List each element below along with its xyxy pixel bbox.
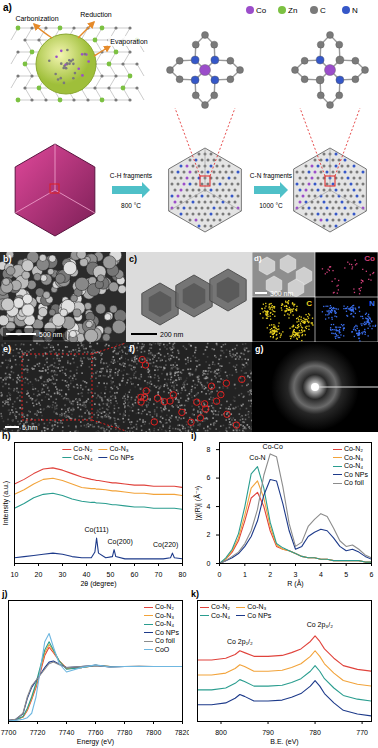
svg-text:Evaporation: Evaporation xyxy=(110,38,147,46)
svg-text:Reduction: Reduction xyxy=(80,11,112,18)
svg-text:N: N xyxy=(352,6,358,15)
svg-text:Energy (eV): Energy (eV) xyxy=(77,738,114,746)
svg-text:0: 0 xyxy=(218,571,222,578)
html-text:Co foil: Co foil xyxy=(343,479,364,486)
html-text:Co-N₂: Co-N₂ xyxy=(154,603,174,610)
svg-text:7740: 7740 xyxy=(59,729,75,736)
svg-text:8: 8 xyxy=(207,446,211,453)
html-text:Co-N₃: Co-N₃ xyxy=(154,611,175,619)
svg-text:Co: Co xyxy=(256,6,267,15)
svg-text:Co(200): Co(200) xyxy=(107,538,132,546)
html-text:Co NPs: Co NPs xyxy=(154,628,179,636)
html-text:Co-N₄: Co-N₄ xyxy=(211,611,231,619)
svg-text:2: 2 xyxy=(207,531,211,538)
svg-text:20: 20 xyxy=(35,571,43,578)
svg-text:Co 2p₁/₂: Co 2p₁/₂ xyxy=(227,638,253,646)
svg-text:300 nm: 300 nm xyxy=(270,290,294,297)
svg-text:1: 1 xyxy=(243,571,247,578)
svg-text:800 °C: 800 °C xyxy=(121,202,141,209)
svg-text:Co-N: Co-N xyxy=(249,454,265,461)
svg-text:7800: 7800 xyxy=(146,729,162,736)
svg-text:Carbonization: Carbonization xyxy=(15,15,58,22)
html-text:Co NPs: Co NPs xyxy=(247,611,272,619)
svg-text:f): f) xyxy=(129,344,135,354)
svg-text:7700: 7700 xyxy=(1,729,17,736)
svg-text:10: 10 xyxy=(11,571,19,578)
html-text:Co NPs: Co NPs xyxy=(343,470,368,478)
svg-text:770: 770 xyxy=(356,729,368,736)
svg-text:Co 2p₃/₂: Co 2p₃/₂ xyxy=(307,621,333,629)
html-text:CoO: CoO xyxy=(154,645,170,653)
svg-text:790: 790 xyxy=(262,729,274,736)
svg-text:e): e) xyxy=(3,344,11,354)
html-text:Co-N₂: Co-N₂ xyxy=(343,445,363,452)
svg-text:C: C xyxy=(320,6,326,15)
svg-text:70: 70 xyxy=(155,571,163,578)
svg-text:7720: 7720 xyxy=(30,729,46,736)
html-text:Co NPs: Co NPs xyxy=(109,453,134,461)
svg-text:500 nm: 500 nm xyxy=(39,331,63,338)
html-text:Co-N₃: Co-N₃ xyxy=(247,603,267,610)
html-text:Co-N₄: Co-N₄ xyxy=(154,620,175,627)
svg-text:6: 6 xyxy=(207,474,211,481)
html-text:k): k) xyxy=(191,589,199,599)
svg-text:80: 80 xyxy=(179,571,187,578)
html-text:Co foil: Co foil xyxy=(154,637,175,644)
svg-text:|χ(R)| (Å⁻³): |χ(R)| (Å⁻³) xyxy=(193,486,202,520)
html-text:Intensity (a.u.): Intensity (a.u.) xyxy=(2,480,9,525)
svg-text:60: 60 xyxy=(131,571,139,578)
svg-text:800: 800 xyxy=(215,729,227,736)
svg-text:3: 3 xyxy=(294,571,298,578)
svg-text:0: 0 xyxy=(207,560,211,567)
svg-text:a): a) xyxy=(3,2,12,13)
svg-text:5 nm: 5 nm xyxy=(22,424,38,431)
svg-text:4: 4 xyxy=(319,571,323,578)
svg-text:C-H fragments: C-H fragments xyxy=(110,172,153,180)
svg-text:Co: Co xyxy=(364,254,375,263)
svg-text:5: 5 xyxy=(344,571,348,578)
html-text:Co-N₃: Co-N₃ xyxy=(109,445,129,452)
svg-text:R (Å): R (Å) xyxy=(287,579,303,588)
html-text:j): j) xyxy=(2,589,8,599)
svg-text:40: 40 xyxy=(83,571,91,578)
svg-text:B.E. (eV): B.E. (eV) xyxy=(270,738,298,746)
svg-text:4: 4 xyxy=(207,503,211,510)
svg-text:2θ (degree): 2θ (degree) xyxy=(80,580,116,588)
svg-text:b): b) xyxy=(3,254,12,264)
svg-text:50: 50 xyxy=(107,571,115,578)
svg-text:7760: 7760 xyxy=(88,729,104,736)
html-text:Co-N₄: Co-N₄ xyxy=(73,453,93,461)
svg-text:Zn: Zn xyxy=(288,6,297,15)
svg-text:c): c) xyxy=(129,254,137,264)
svg-text:30: 30 xyxy=(59,571,67,578)
svg-text:2: 2 xyxy=(268,571,272,578)
svg-text:Co(111): Co(111) xyxy=(84,526,108,534)
svg-text:7820: 7820 xyxy=(175,729,189,736)
svg-text:6: 6 xyxy=(370,571,374,578)
svg-text:780: 780 xyxy=(309,729,321,736)
html-text:Co-N₂: Co-N₂ xyxy=(211,603,231,610)
html-text:Co-N₃: Co-N₃ xyxy=(343,453,364,461)
html-text:Co-N₂: Co-N₂ xyxy=(73,445,93,452)
svg-text:d): d) xyxy=(254,254,262,263)
html-text:i): i) xyxy=(191,431,197,441)
html-text:h): h) xyxy=(2,431,11,441)
svg-text:7780: 7780 xyxy=(117,729,133,736)
svg-text:1000 °C: 1000 °C xyxy=(259,202,283,209)
html-text:Co-N₄: Co-N₄ xyxy=(343,462,364,469)
svg-text:200 nm: 200 nm xyxy=(160,331,184,338)
svg-text:g): g) xyxy=(255,344,264,354)
svg-text:C: C xyxy=(306,299,312,308)
svg-text:N: N xyxy=(369,299,375,308)
svg-text:Co(220): Co(220) xyxy=(153,541,178,549)
svg-text:C-N fragments: C-N fragments xyxy=(250,172,293,180)
svg-text:Co-Co: Co-Co xyxy=(263,443,283,450)
